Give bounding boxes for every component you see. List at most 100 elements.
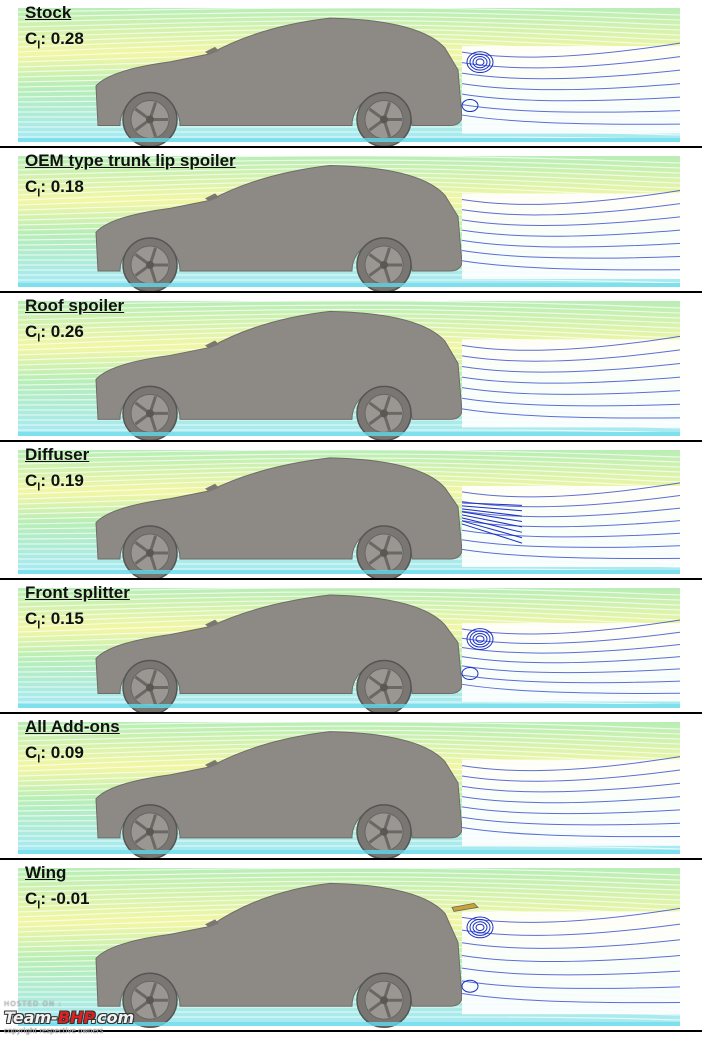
side-mirror bbox=[205, 919, 219, 928]
panel-title: Diffuser bbox=[25, 445, 90, 464]
watermark-brand-a: Team- bbox=[4, 1008, 58, 1027]
side-mirror bbox=[205, 46, 219, 55]
watermark-brand-c: .com bbox=[91, 1008, 135, 1027]
watermark-brand-b: BHP bbox=[57, 1008, 91, 1027]
streamline-plot bbox=[17, 867, 681, 1028]
coef-symbol: C bbox=[25, 177, 38, 196]
panel-title: Wing bbox=[25, 863, 67, 882]
side-mirror bbox=[205, 340, 219, 349]
ground-flow bbox=[18, 704, 680, 708]
ground-flow bbox=[18, 138, 680, 142]
wake-region bbox=[461, 42, 681, 134]
cfd-panel-5: Front splitter Cl: 0.15 bbox=[0, 580, 720, 712]
lift-coefficient: Cl: 0.26 bbox=[25, 322, 84, 344]
coef-symbol: C bbox=[25, 609, 38, 628]
coef-value: : 0.28 bbox=[40, 29, 84, 48]
rear-wheel bbox=[356, 972, 412, 1028]
coef-subscript: l bbox=[37, 899, 41, 912]
coef-subscript: l bbox=[37, 187, 41, 200]
coef-value: : 0.15 bbox=[40, 609, 84, 628]
car-silhouette bbox=[95, 164, 463, 291]
ground-flow bbox=[18, 283, 680, 287]
coef-value: : 0.18 bbox=[40, 177, 84, 196]
lift-coefficient: Cl: -0.01 bbox=[25, 889, 89, 911]
wake-region bbox=[461, 756, 681, 846]
car-silhouette bbox=[95, 310, 463, 440]
panel-divider bbox=[0, 858, 702, 860]
car-silhouette bbox=[95, 882, 463, 1028]
streamline-plot bbox=[17, 449, 681, 578]
coef-symbol: C bbox=[25, 743, 38, 762]
wake-region bbox=[461, 335, 681, 428]
front-wheel bbox=[122, 659, 178, 712]
panel-title: Stock bbox=[25, 3, 72, 22]
cfd-panel-4: Diffuser Cl: 0.19 bbox=[0, 442, 720, 578]
ground-flow bbox=[18, 1022, 680, 1026]
rear-wheel bbox=[356, 804, 412, 858]
panel-divider bbox=[0, 1030, 702, 1032]
cfd-panel-1: Stock Cl: 0.28 bbox=[0, 0, 720, 146]
coef-value: : 0.26 bbox=[40, 322, 84, 341]
coef-subscript: l bbox=[37, 619, 41, 632]
streamline-plot bbox=[17, 300, 681, 440]
panel-title: All Add-ons bbox=[25, 717, 120, 736]
wake-region bbox=[461, 619, 681, 702]
rear-wing bbox=[451, 902, 479, 912]
side-mirror bbox=[205, 483, 219, 492]
side-mirror bbox=[205, 193, 219, 202]
lift-coefficient: Cl: 0.19 bbox=[25, 471, 84, 493]
front-wheel bbox=[122, 804, 178, 858]
rear-wheel bbox=[356, 525, 412, 578]
coef-subscript: l bbox=[37, 332, 41, 345]
streamline-plot bbox=[17, 587, 681, 712]
lift-coefficient: Cl: 0.18 bbox=[25, 177, 84, 199]
rear-wheel bbox=[356, 91, 412, 146]
rear-wheel bbox=[356, 237, 412, 291]
front-wheel bbox=[122, 91, 178, 146]
wake-region bbox=[461, 189, 681, 279]
lift-coefficient: Cl: 0.15 bbox=[25, 609, 84, 631]
rear-wheel bbox=[356, 659, 412, 712]
panel-divider bbox=[0, 578, 702, 580]
panel-divider bbox=[0, 291, 702, 293]
rear-wheel bbox=[356, 385, 412, 440]
car-silhouette bbox=[95, 731, 463, 858]
coef-value: : -0.01 bbox=[40, 889, 90, 908]
lift-coefficient: Cl: 0.09 bbox=[25, 743, 84, 765]
lift-coefficient: Cl: 0.28 bbox=[25, 29, 84, 51]
side-mirror bbox=[205, 619, 219, 628]
car-silhouette bbox=[95, 594, 463, 712]
ground-flow bbox=[18, 570, 680, 574]
watermark-copyright: copyright respective owners bbox=[4, 1027, 104, 1035]
streamline-plot bbox=[17, 155, 681, 291]
front-wheel bbox=[122, 525, 178, 578]
car-silhouette bbox=[95, 17, 463, 146]
panel-divider bbox=[0, 712, 702, 714]
watermark-hosted: HOSTED ON : bbox=[4, 1000, 62, 1008]
car-silhouette bbox=[95, 457, 463, 578]
cfd-panel-3: Roof spoiler Cl: 0.26 bbox=[0, 293, 720, 440]
panel-divider bbox=[0, 146, 702, 148]
ground-flow bbox=[18, 432, 680, 436]
ground-flow bbox=[18, 850, 680, 854]
coef-symbol: C bbox=[25, 29, 38, 48]
coef-symbol: C bbox=[25, 471, 38, 490]
streamline-plot bbox=[17, 7, 681, 146]
coef-subscript: l bbox=[37, 481, 41, 494]
coef-subscript: l bbox=[37, 753, 41, 766]
front-wheel bbox=[122, 385, 178, 440]
wake-region bbox=[461, 907, 681, 1015]
panel-title: OEM type trunk lip spoiler bbox=[25, 151, 236, 170]
cfd-panel-7: Wing Cl: -0.01 bbox=[0, 860, 720, 1030]
cfd-panel-2: OEM type trunk lip spoiler Cl: 0.18 bbox=[0, 148, 720, 291]
panel-title: Front splitter bbox=[25, 583, 130, 602]
panel-divider bbox=[0, 440, 702, 442]
side-mirror bbox=[205, 759, 219, 768]
coef-symbol: C bbox=[25, 889, 38, 908]
front-wheel bbox=[122, 972, 178, 1028]
coef-symbol: C bbox=[25, 322, 38, 341]
coef-subscript: l bbox=[37, 39, 41, 52]
cfd-panel-6: All Add-ons Cl: 0.09 bbox=[0, 714, 720, 858]
panel-title: Roof spoiler bbox=[25, 296, 125, 315]
watermark-brand: Team-BHP.com bbox=[4, 1008, 134, 1027]
